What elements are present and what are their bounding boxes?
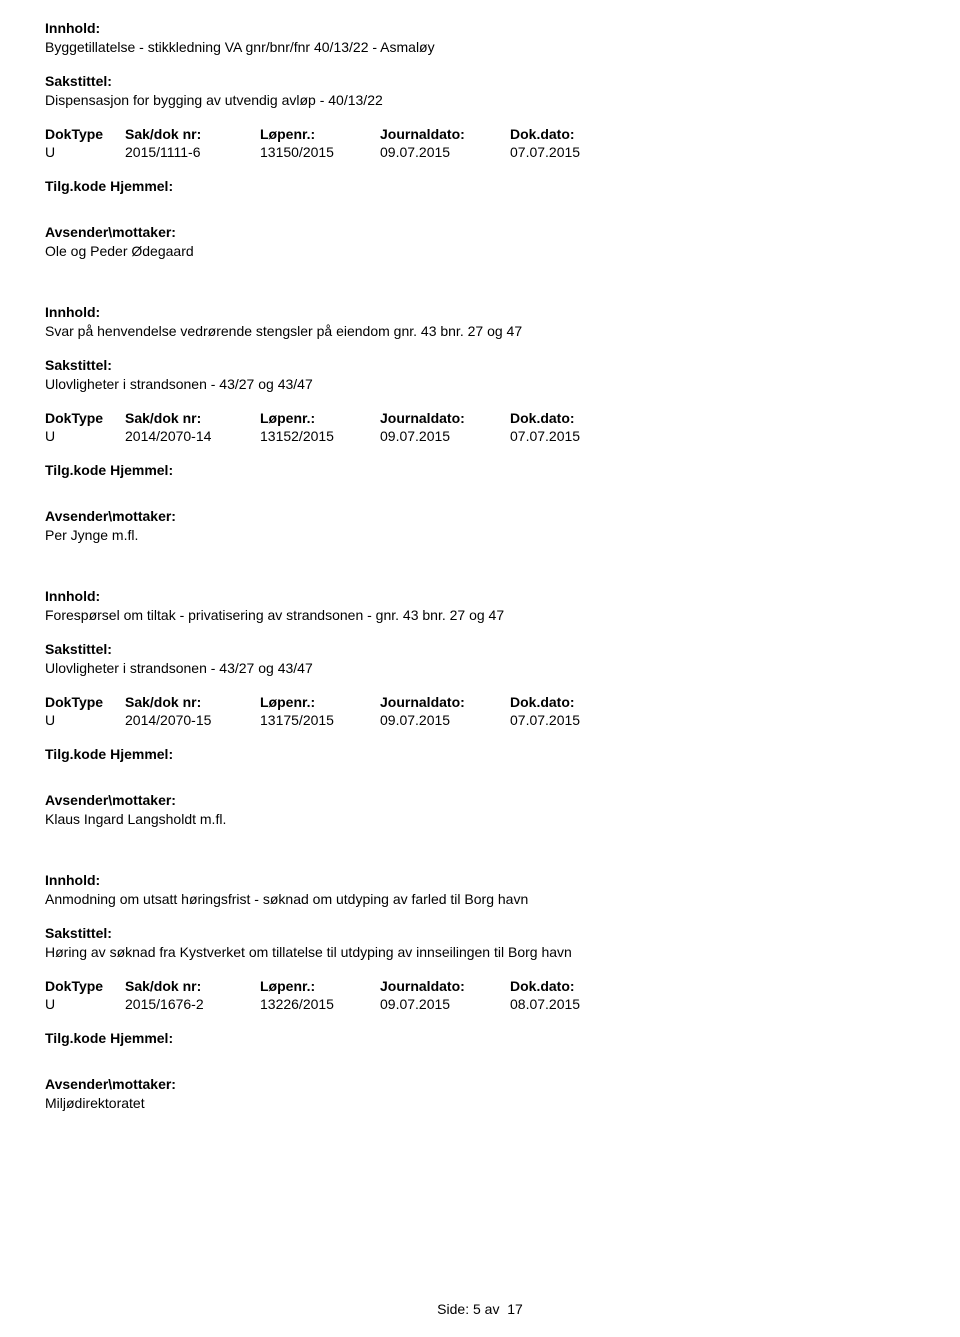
doktype-header: DokType <box>45 410 125 426</box>
sakstittel-label: Sakstittel: <box>45 925 915 941</box>
dokdato-value: 07.07.2015 <box>510 144 630 160</box>
journaldato-header: Journaldato: <box>380 126 510 142</box>
avsender-label: Avsender\mottaker: <box>45 1076 915 1092</box>
sakstittel-label: Sakstittel: <box>45 73 915 89</box>
table-data-row: U 2014/2070-15 13175/2015 09.07.2015 07.… <box>45 712 915 728</box>
lopenr-value: 13175/2015 <box>260 712 380 728</box>
sakstittel-text: Ulovligheter i strandsonen - 43/27 og 43… <box>45 376 915 392</box>
sakstittel-label: Sakstittel: <box>45 641 915 657</box>
journaldato-value: 09.07.2015 <box>380 428 510 444</box>
doktype-value: U <box>45 712 125 728</box>
table-header-row: DokType Sak/dok nr: Løpenr.: Journaldato… <box>45 694 915 710</box>
journal-entry: Innhold: Forespørsel om tiltak - privati… <box>45 588 915 827</box>
saknr-header: Sak/dok nr: <box>125 978 260 994</box>
saknr-value: 2015/1111-6 <box>125 144 260 160</box>
sakstittel-text: Høring av søknad fra Kystverket om tilla… <box>45 944 915 960</box>
saknr-value: 2014/2070-15 <box>125 712 260 728</box>
avsender-label: Avsender\mottaker: <box>45 224 915 240</box>
avsender-value: Miljødirektoratet <box>45 1095 915 1111</box>
doktype-value: U <box>45 144 125 160</box>
saknr-header: Sak/dok nr: <box>125 410 260 426</box>
tilgkode-label: Tilg.kode Hjemmel: <box>45 462 915 478</box>
saknr-header: Sak/dok nr: <box>125 694 260 710</box>
sakstittel-label: Sakstittel: <box>45 357 915 373</box>
saknr-header: Sak/dok nr: <box>125 126 260 142</box>
journaldato-header: Journaldato: <box>380 410 510 426</box>
lopenr-header: Løpenr.: <box>260 126 380 142</box>
saknr-value: 2014/2070-14 <box>125 428 260 444</box>
lopenr-header: Løpenr.: <box>260 978 380 994</box>
dokdato-header: Dok.dato: <box>510 126 630 142</box>
page-footer: Side: 5 av 17 <box>45 1301 915 1317</box>
saknr-value: 2015/1676-2 <box>125 996 260 1012</box>
tilgkode-label: Tilg.kode Hjemmel: <box>45 178 915 194</box>
tilgkode-label: Tilg.kode Hjemmel: <box>45 746 915 762</box>
dokdato-value: 08.07.2015 <box>510 996 630 1012</box>
lopenr-value: 13150/2015 <box>260 144 380 160</box>
innhold-text: Forespørsel om tiltak - privatisering av… <box>45 607 915 623</box>
dokdato-header: Dok.dato: <box>510 410 630 426</box>
innhold-label: Innhold: <box>45 588 915 604</box>
avsender-label: Avsender\mottaker: <box>45 792 915 808</box>
footer-page: 5 <box>473 1301 481 1317</box>
innhold-label: Innhold: <box>45 872 915 888</box>
dokdato-value: 07.07.2015 <box>510 712 630 728</box>
doktype-header: DokType <box>45 978 125 994</box>
avsender-value: Klaus Ingard Langsholdt m.fl. <box>45 811 915 827</box>
journal-entry: Innhold: Anmodning om utsatt høringsfris… <box>45 872 915 1111</box>
journaldato-value: 09.07.2015 <box>380 996 510 1012</box>
innhold-label: Innhold: <box>45 304 915 320</box>
dokdato-header: Dok.dato: <box>510 694 630 710</box>
footer-side-label: Side: <box>437 1301 469 1317</box>
doktype-header: DokType <box>45 694 125 710</box>
innhold-text: Anmodning om utsatt høringsfrist - søkna… <box>45 891 915 907</box>
doktype-value: U <box>45 996 125 1012</box>
table-data-row: U 2015/1676-2 13226/2015 09.07.2015 08.0… <box>45 996 915 1012</box>
table-data-row: U 2015/1111-6 13150/2015 09.07.2015 07.0… <box>45 144 915 160</box>
doktype-value: U <box>45 428 125 444</box>
table-header-row: DokType Sak/dok nr: Løpenr.: Journaldato… <box>45 978 915 994</box>
tilgkode-label: Tilg.kode Hjemmel: <box>45 1030 915 1046</box>
lopenr-header: Løpenr.: <box>260 694 380 710</box>
innhold-label: Innhold: <box>45 20 915 36</box>
sakstittel-text: Ulovligheter i strandsonen - 43/27 og 43… <box>45 660 915 676</box>
lopenr-value: 13152/2015 <box>260 428 380 444</box>
journaldato-header: Journaldato: <box>380 978 510 994</box>
journaldato-header: Journaldato: <box>380 694 510 710</box>
footer-av: av <box>485 1301 500 1317</box>
table-data-row: U 2014/2070-14 13152/2015 09.07.2015 07.… <box>45 428 915 444</box>
avsender-label: Avsender\mottaker: <box>45 508 915 524</box>
innhold-text: Byggetillatelse - stikkledning VA gnr/bn… <box>45 39 915 55</box>
journaldato-value: 09.07.2015 <box>380 712 510 728</box>
dokdato-value: 07.07.2015 <box>510 428 630 444</box>
dokdato-header: Dok.dato: <box>510 978 630 994</box>
lopenr-value: 13226/2015 <box>260 996 380 1012</box>
doktype-header: DokType <box>45 126 125 142</box>
journal-entry: Innhold: Svar på henvendelse vedrørende … <box>45 304 915 543</box>
innhold-text: Svar på henvendelse vedrørende stengsler… <box>45 323 915 339</box>
journaldato-value: 09.07.2015 <box>380 144 510 160</box>
avsender-value: Per Jynge m.fl. <box>45 527 915 543</box>
journal-entry: Innhold: Byggetillatelse - stikkledning … <box>45 20 915 259</box>
avsender-value: Ole og Peder Ødegaard <box>45 243 915 259</box>
table-header-row: DokType Sak/dok nr: Løpenr.: Journaldato… <box>45 410 915 426</box>
sakstittel-text: Dispensasjon for bygging av utvendig avl… <box>45 92 915 108</box>
table-header-row: DokType Sak/dok nr: Løpenr.: Journaldato… <box>45 126 915 142</box>
lopenr-header: Løpenr.: <box>260 410 380 426</box>
footer-total: 17 <box>507 1301 523 1317</box>
